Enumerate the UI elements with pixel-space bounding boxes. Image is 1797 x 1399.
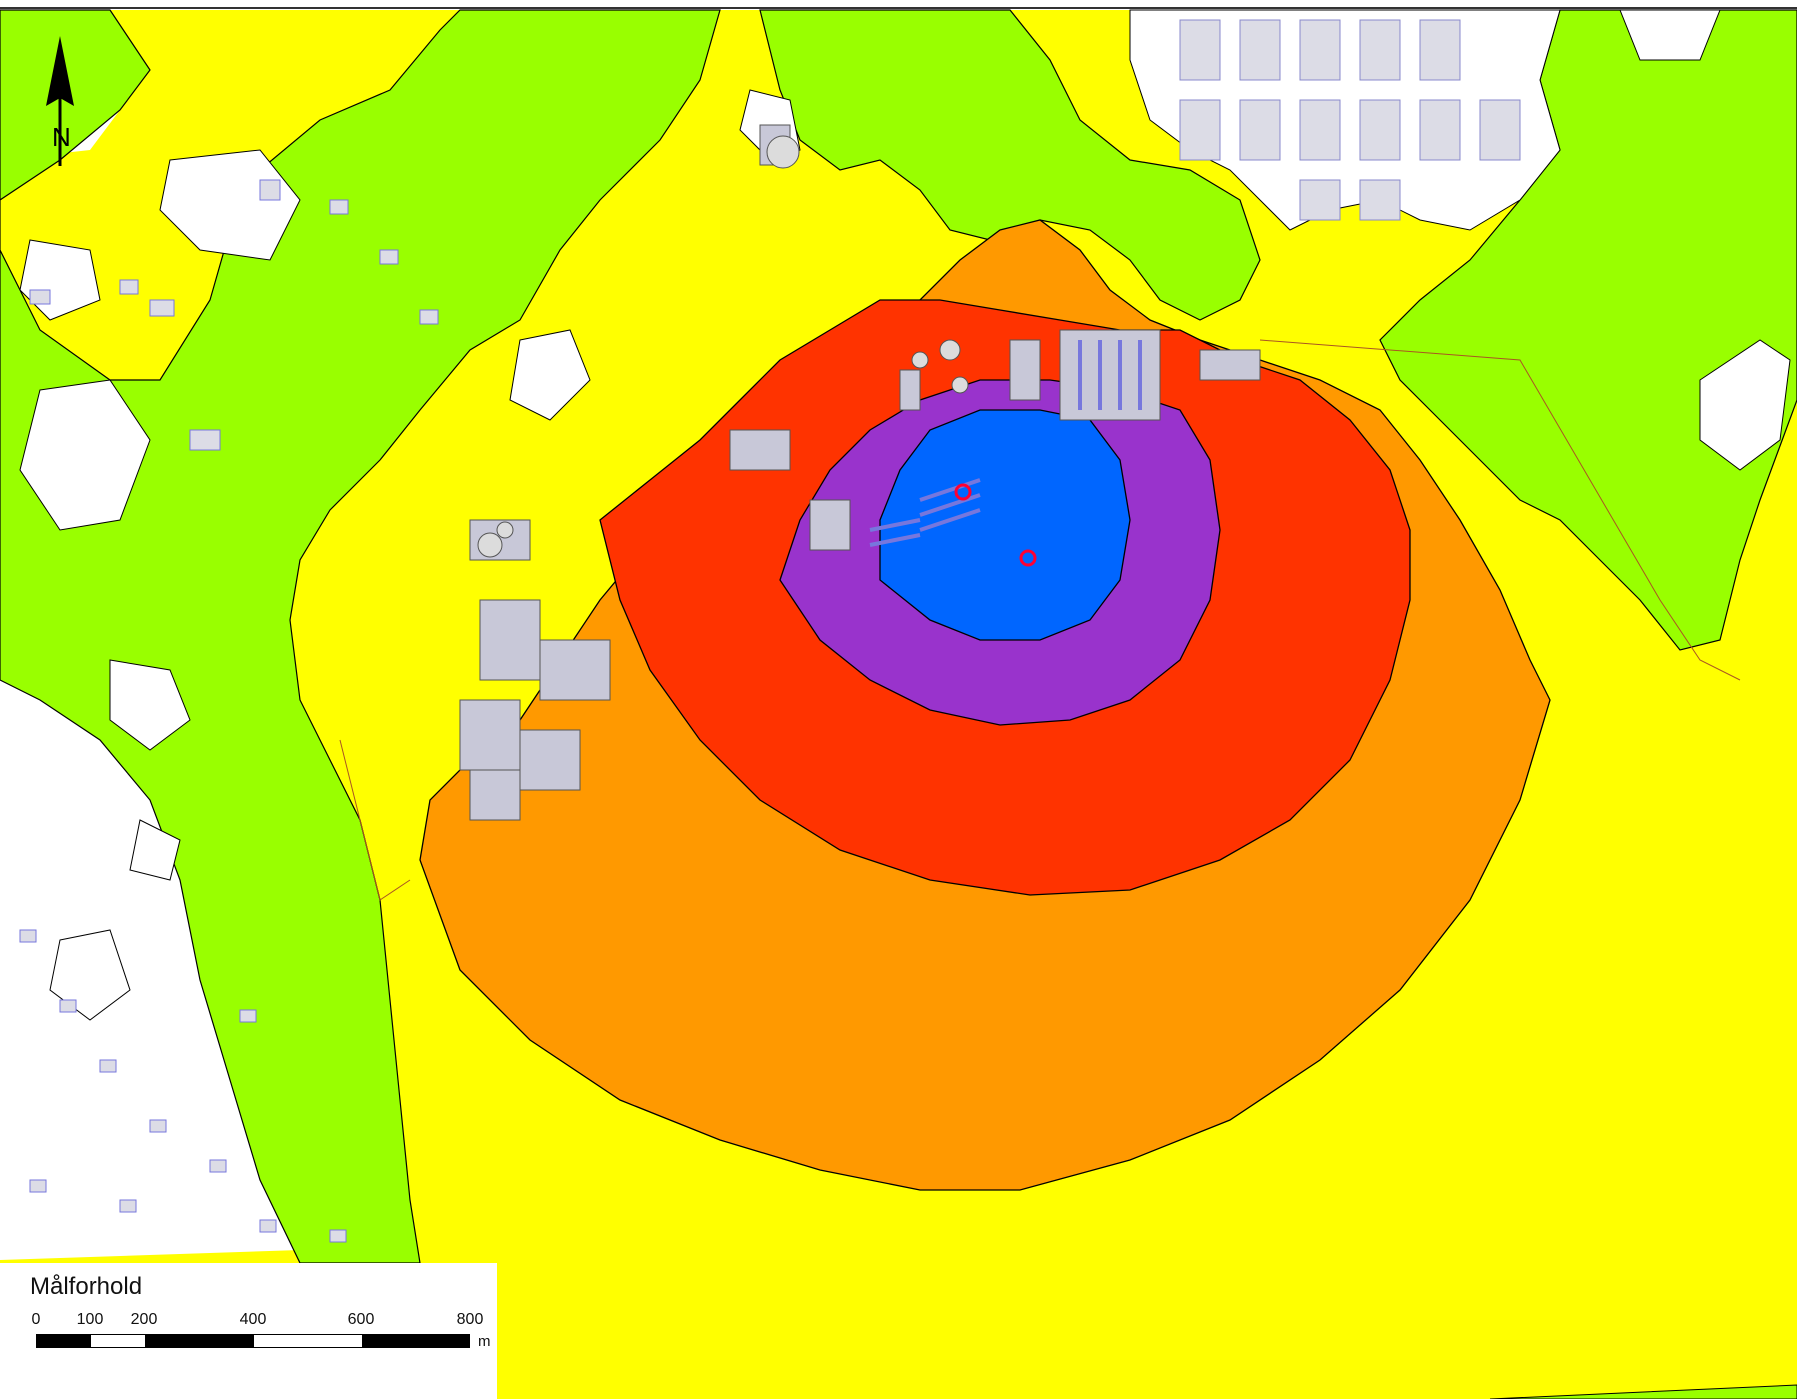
zone-green-east: [1379, 9, 1797, 651]
scale-segment: [91, 1335, 145, 1347]
clearing: [1619, 9, 1721, 61]
north-arrow-icon: N: [46, 36, 74, 166]
clearing: [129, 819, 181, 881]
buildings-industrial: [459, 124, 1261, 821]
north-label: N: [52, 122, 71, 152]
tick-label: 600: [347, 1311, 375, 1328]
tick-label: 400: [239, 1311, 267, 1328]
zone-green-west: [0, 9, 721, 1264]
scale-segment: [37, 1335, 91, 1347]
noise-source-marker: [1019, 549, 1037, 567]
zone-white-west-lower: [0, 560, 300, 1260]
tick-label: 0: [31, 1311, 41, 1328]
clearing: [49, 929, 131, 1021]
scale-unit: m: [478, 1333, 491, 1350]
clearing: [509, 329, 591, 421]
city-blocks: [1179, 19, 1521, 221]
zone-green-north: [759, 9, 1261, 321]
residential-buildings: [19, 179, 439, 1243]
noise-source-marker: [954, 483, 972, 501]
clearing: [159, 149, 301, 261]
tick-label: 200: [130, 1311, 158, 1328]
clearing: [109, 659, 191, 751]
scale-segment: [254, 1335, 362, 1347]
tick-label: 100: [76, 1311, 104, 1328]
scale-segment: [362, 1335, 469, 1347]
zone-blue: [879, 409, 1131, 641]
zone-green-se: [1489, 1384, 1797, 1399]
property-boundary: [339, 739, 411, 901]
legend-title: Målforhold: [30, 1273, 143, 1300]
tanks: [477, 135, 969, 558]
scale-legend: Målforhold 0 100 200 400 600 800 m: [0, 1263, 497, 1399]
buildings-stripes: [869, 340, 1142, 547]
property-boundary: [1259, 339, 1741, 681]
scale-bar: [36, 1334, 470, 1348]
tick-label: 800: [456, 1311, 484, 1328]
clearing: [19, 379, 151, 531]
scale-segment: [145, 1335, 254, 1347]
clearing: [1699, 339, 1791, 471]
